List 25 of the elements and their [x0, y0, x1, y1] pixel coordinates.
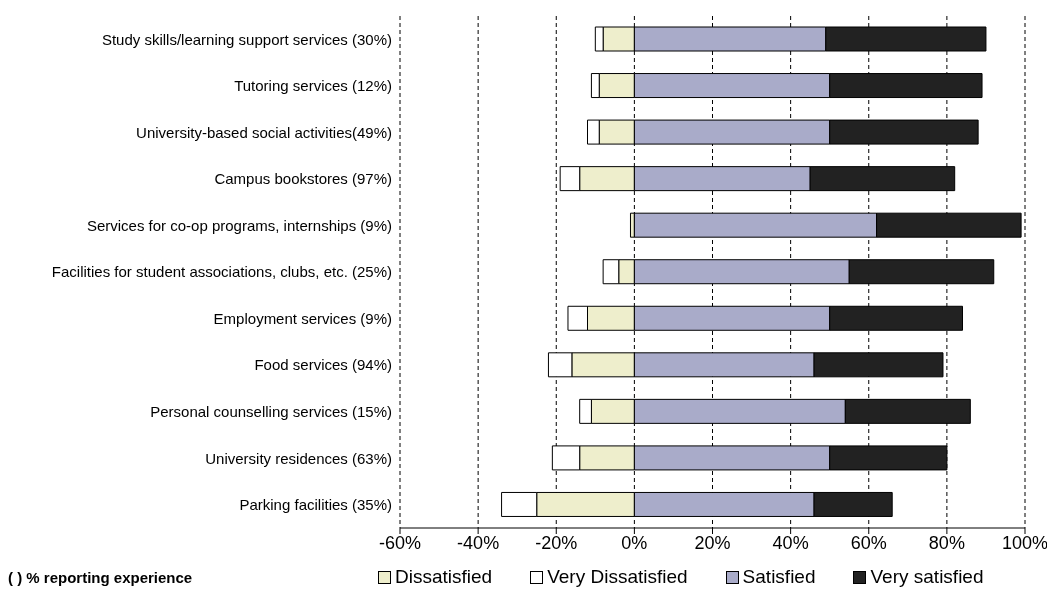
y-tick-label: University-based social activities(49%): [136, 123, 392, 141]
y-tick-label: Employment services (9%): [213, 309, 392, 327]
x-tick-label: 100%: [1001, 532, 1049, 553]
y-tick-label: Campus bookstores (97%): [214, 170, 392, 188]
y-tick-label: Personal counselling services (15%): [150, 402, 392, 420]
y-tick-label: Study skills/learning support services (30%): [101, 30, 392, 48]
y-tick-label: Facilities for student associations, clubs, etc. (25%): [51, 263, 392, 281]
x-tick-label: -40%: [457, 532, 500, 553]
y-tick-label: Services for co-op programs, internships (9%): [86, 216, 392, 234]
x-tick-label: -60%: [378, 532, 422, 553]
x-tick-label: 0%: [621, 532, 648, 553]
y-tick-label: Parking facilities (35%): [239, 496, 392, 514]
text: ( ) % reporting experience: [8, 568, 193, 586]
x-tick-label: 80%: [928, 532, 965, 553]
legend-label: Very Dissatisfied: [547, 566, 688, 588]
x-tick-label: 20%: [694, 532, 731, 553]
legend-label: Dissatisfied: [395, 566, 493, 588]
x-tick-label: 40%: [772, 532, 809, 553]
y-tick-label: Food services (94%): [254, 356, 392, 374]
x-tick-label: 60%: [850, 532, 887, 553]
y-tick-label: Tutoring services (12%): [234, 77, 392, 95]
legend-label: Satisfied: [742, 566, 816, 588]
y-tick-label: University residences (63%): [205, 449, 392, 467]
legend-label: Very satisfied: [870, 566, 984, 588]
x-tick-label: -20%: [535, 532, 578, 553]
